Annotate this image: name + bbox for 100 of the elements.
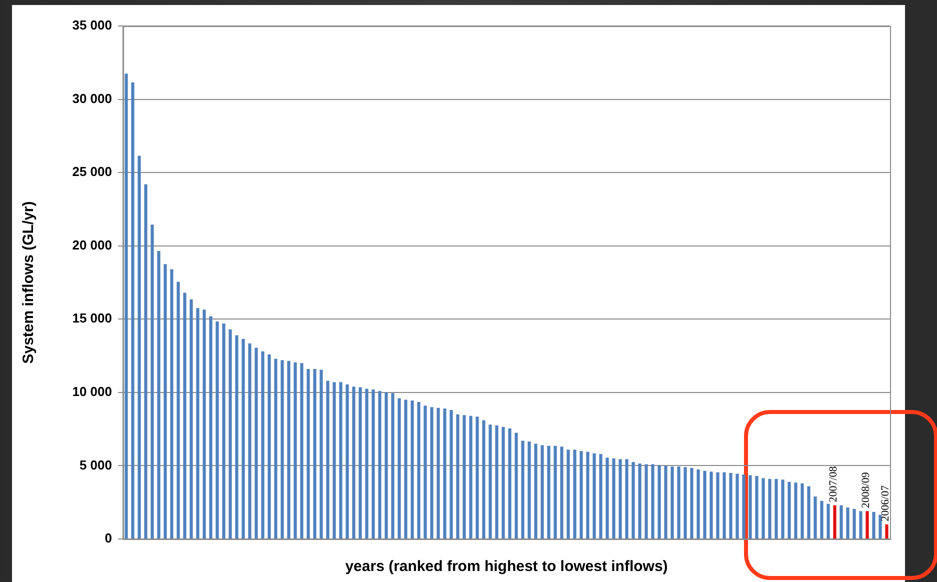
y-tick-label: 15 000 (72, 310, 112, 326)
bar (164, 264, 167, 538)
bar (365, 388, 368, 538)
bar (677, 466, 680, 538)
bar (306, 368, 310, 538)
bar (482, 420, 486, 538)
bar (157, 250, 160, 538)
bar (138, 156, 141, 538)
bar (222, 324, 226, 538)
bar (885, 524, 888, 538)
bar (384, 392, 388, 538)
bar (710, 472, 713, 538)
bar (632, 462, 635, 538)
bar (313, 368, 316, 538)
bar (144, 184, 148, 538)
bar (176, 282, 180, 538)
bar (658, 464, 661, 538)
bar (807, 486, 810, 538)
bar (534, 444, 538, 538)
bar (228, 329, 232, 538)
bar (618, 459, 622, 538)
y-tick-label: 0 (104, 530, 112, 546)
bar (488, 424, 492, 538)
data-label: 2007/08 (828, 466, 840, 502)
bar (300, 363, 304, 538)
bar (410, 400, 414, 538)
bar (150, 224, 154, 538)
bar (372, 389, 375, 538)
bar (514, 432, 518, 538)
y-tick-label: 5 000 (79, 457, 112, 472)
bar (294, 362, 297, 538)
bar (287, 360, 290, 538)
bar (242, 338, 245, 538)
bar (592, 453, 596, 538)
y-tick-label: 35 000 (72, 18, 112, 33)
bar (261, 351, 264, 538)
x-axis-title: years (ranked from highest to lowest inflows) (345, 558, 668, 576)
bar (131, 82, 134, 538)
bar (638, 464, 642, 538)
bar (495, 425, 498, 538)
bar (124, 74, 128, 538)
bar (521, 440, 524, 538)
bar (573, 450, 576, 538)
bar (502, 426, 505, 538)
bar (716, 472, 720, 538)
bar (424, 406, 427, 538)
bar (748, 475, 752, 538)
bar (866, 511, 869, 538)
bar (436, 408, 440, 538)
bar (352, 386, 356, 538)
bar (846, 507, 850, 538)
bar (404, 400, 408, 538)
bar (268, 354, 271, 538)
bar (274, 358, 278, 538)
bar (508, 428, 512, 538)
bar (755, 476, 758, 538)
bar (540, 445, 544, 538)
bar (190, 299, 193, 538)
bar (398, 398, 401, 538)
bar (326, 380, 330, 538)
bar (339, 382, 342, 538)
bar (651, 464, 654, 538)
bar (580, 451, 583, 538)
data-label: 2006/07 (880, 484, 892, 522)
bar (358, 387, 362, 538)
bar (183, 292, 186, 538)
bar (800, 483, 804, 538)
bar (566, 450, 570, 538)
bar (814, 496, 817, 538)
bar (768, 478, 772, 538)
bar (794, 482, 798, 538)
bar (840, 505, 843, 538)
bar (528, 442, 531, 538)
bar (788, 482, 791, 538)
bar (235, 335, 238, 538)
bar (170, 269, 174, 538)
bar (332, 382, 336, 538)
bar (742, 474, 746, 538)
bar (833, 505, 836, 538)
bar (781, 480, 784, 538)
bar (606, 458, 609, 538)
bar (820, 500, 824, 538)
bar (703, 470, 706, 538)
bar (450, 410, 453, 538)
bar (696, 469, 700, 538)
bar (560, 446, 564, 538)
y-axis-title: System inflows (GL/yr) (20, 201, 38, 364)
bar (644, 464, 648, 538)
bar (599, 454, 602, 538)
bar (872, 512, 876, 538)
bar (430, 407, 434, 538)
bar (378, 390, 382, 538)
y-tick-label: 25 000 (72, 164, 112, 180)
bar (722, 472, 726, 538)
bar (586, 452, 590, 538)
bar (417, 402, 420, 538)
bar (196, 308, 200, 538)
bar (476, 416, 479, 538)
bar (346, 384, 349, 538)
bar (391, 393, 394, 538)
